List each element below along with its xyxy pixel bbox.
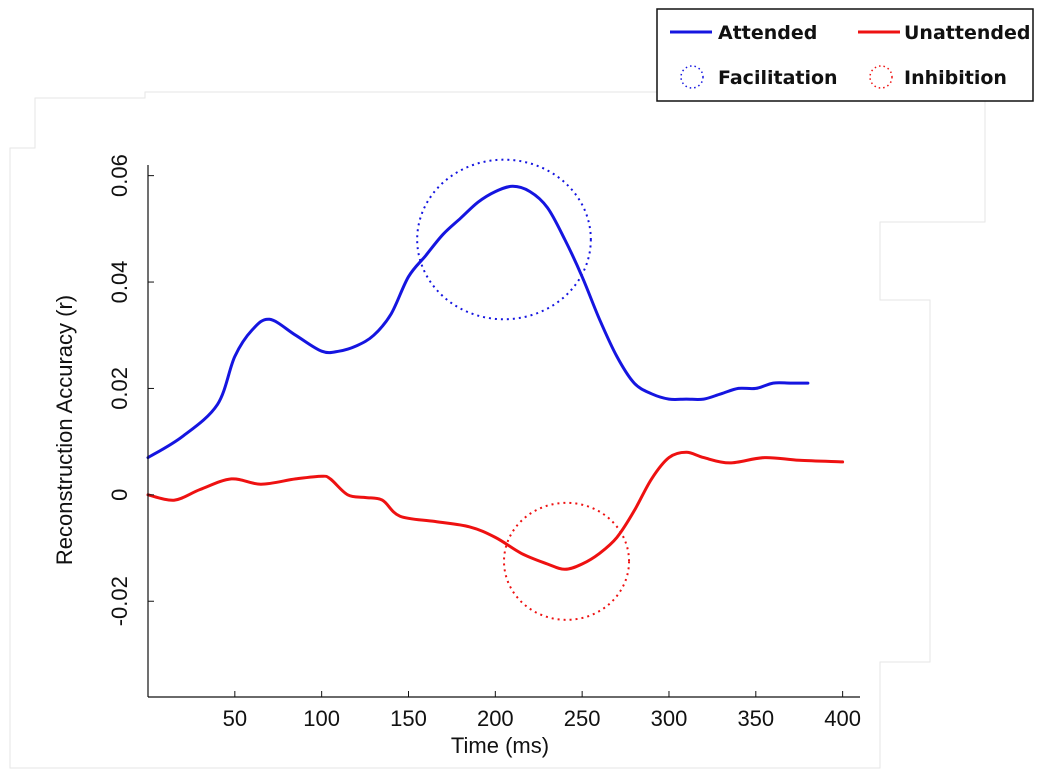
x-axis-title: Time (ms): [451, 733, 549, 758]
y-tick-label: 0.02: [107, 367, 132, 410]
legend-label-attended: Attended: [718, 22, 817, 44]
x-tick-label: 350: [737, 706, 774, 731]
series-line-unattended: [146, 450, 845, 571]
legend-swatch-inhibition: [869, 65, 893, 89]
series-line-attended: [146, 184, 810, 460]
y-tick-label: 0.06: [107, 154, 132, 197]
x-tick-label: 100: [303, 706, 340, 731]
y-axis-title: Reconstruction Accuracy (r): [52, 295, 77, 565]
legend-box: [656, 8, 1034, 102]
y-tick-label: 0.04: [107, 261, 132, 304]
x-ticks: 50 100 150 200 250 300 350 400: [223, 691, 861, 731]
legend-label-inhibition: Inhibition: [904, 67, 1007, 89]
y-ticks: -0.02 0 0.02 0.04 0.06: [107, 154, 154, 626]
facilitation-circle: [416, 158, 592, 321]
background-panel: [9, 91, 986, 769]
legend-swatch-facilitation: [680, 65, 704, 89]
x-tick-label: 50: [223, 706, 247, 731]
x-tick-label: 400: [824, 706, 861, 731]
x-tick-label: 300: [651, 706, 688, 731]
legend-label-facilitation: Facilitation: [718, 67, 838, 89]
plot-area: [146, 158, 845, 621]
legend: Attended Unattended Facilitation Inhibit…: [656, 8, 1034, 102]
inhibition-circle: [503, 501, 631, 621]
y-tick-label: -0.02: [107, 576, 132, 626]
x-tick-label: 250: [564, 706, 601, 731]
x-tick-label: 150: [390, 706, 427, 731]
legend-label-unattended: Unattended: [904, 22, 1030, 44]
y-tick-label: 0: [107, 489, 132, 501]
x-tick-label: 200: [477, 706, 514, 731]
